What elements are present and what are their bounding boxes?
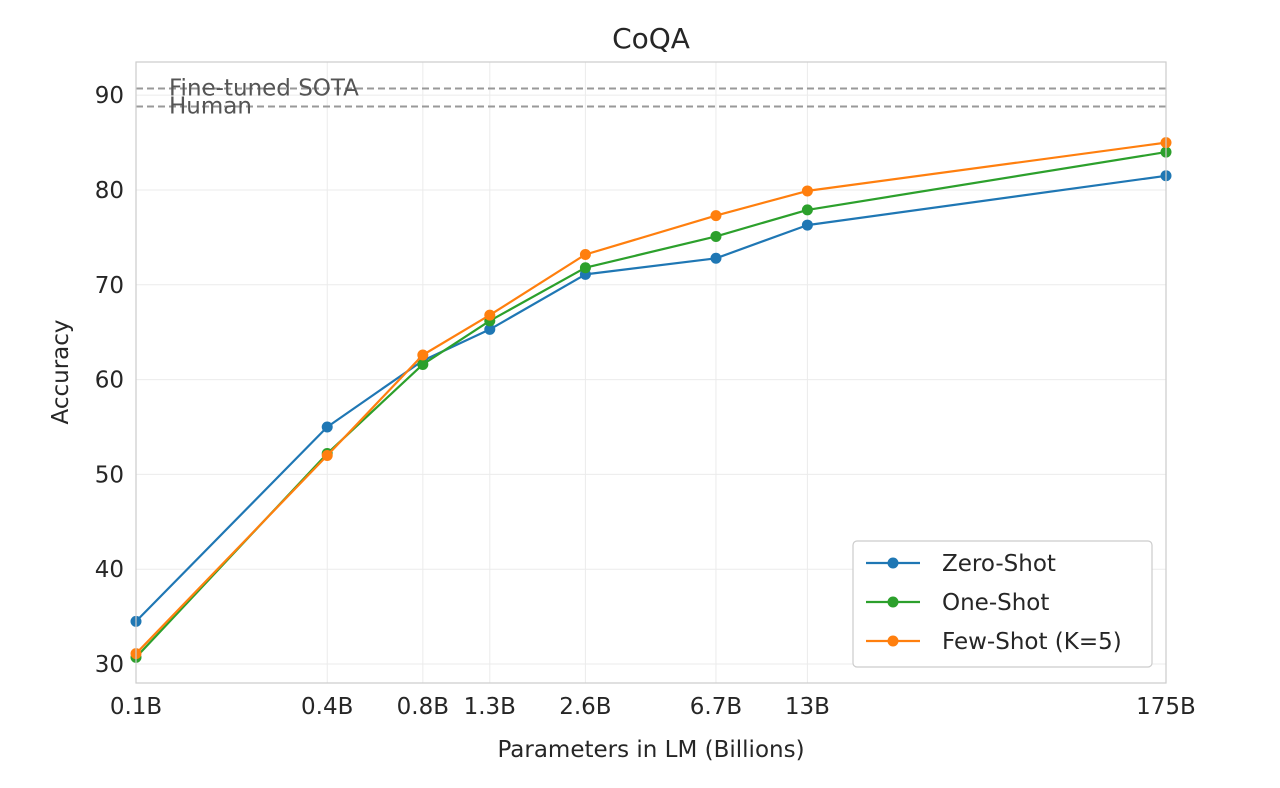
legend-label: Zero-Shot <box>942 551 1056 577</box>
data-point <box>801 204 813 216</box>
x-tick-label: 0.8B <box>397 694 449 720</box>
y-tick-label: 40 <box>95 557 124 583</box>
tick-labels: 0.1B 0.4B 0.8B 1.3B 2.6B 6.7B 13B 175B 30 40 50 60 7… <box>95 83 1196 720</box>
legend-box <box>852 540 1153 668</box>
reference-line-label: Fine-tuned SOTA <box>169 76 359 102</box>
legend-marker <box>887 635 899 647</box>
data-point <box>579 262 591 274</box>
data-series <box>130 137 1172 663</box>
x-tick-label: 2.6B <box>559 694 611 720</box>
y-tick-label: 90 <box>95 83 124 109</box>
legend-label: One-Shot <box>942 590 1049 616</box>
plot-frame <box>135 61 1167 684</box>
legend: Zero-Shot One-Shot Few-Shot (K=5) <box>852 540 1153 668</box>
y-tick-label: 60 <box>95 368 124 394</box>
x-tick-label: 6.7B <box>690 694 742 720</box>
data-point <box>801 185 813 197</box>
y-axis-label: Accuracy <box>48 319 74 424</box>
y-tick-label: 70 <box>95 273 124 299</box>
data-point <box>321 421 333 433</box>
data-point <box>321 449 333 461</box>
chart-title: CoQA <box>612 22 690 55</box>
data-point <box>484 309 496 321</box>
data-point <box>417 358 429 370</box>
x-tick-label: 13B <box>785 694 830 720</box>
data-point <box>710 252 722 264</box>
y-tick-label: 80 <box>95 178 124 204</box>
x-tick-label: 1.3B <box>464 694 516 720</box>
x-tick-label: 0.1B <box>110 694 162 720</box>
series-group <box>130 137 1172 660</box>
series-line <box>135 174 1167 623</box>
data-point <box>417 349 429 361</box>
series-line <box>135 141 1167 655</box>
x-axis-label: Parameters in LM (Billions) <box>497 737 804 763</box>
data-point <box>801 219 813 231</box>
data-point <box>484 323 496 335</box>
y-tick-label: 30 <box>95 652 124 678</box>
data-point <box>710 230 722 242</box>
legend-label: Few-Shot (K=5) <box>942 629 1122 655</box>
legend-marker <box>887 557 899 569</box>
legend-marker <box>887 596 899 608</box>
data-point <box>710 210 722 222</box>
data-point <box>579 248 591 260</box>
x-tick-label: 175B <box>1136 694 1196 720</box>
reference-line-label: Human <box>169 94 252 120</box>
x-tick-label: 0.4B <box>301 694 353 720</box>
y-tick-label: 50 <box>95 462 124 488</box>
